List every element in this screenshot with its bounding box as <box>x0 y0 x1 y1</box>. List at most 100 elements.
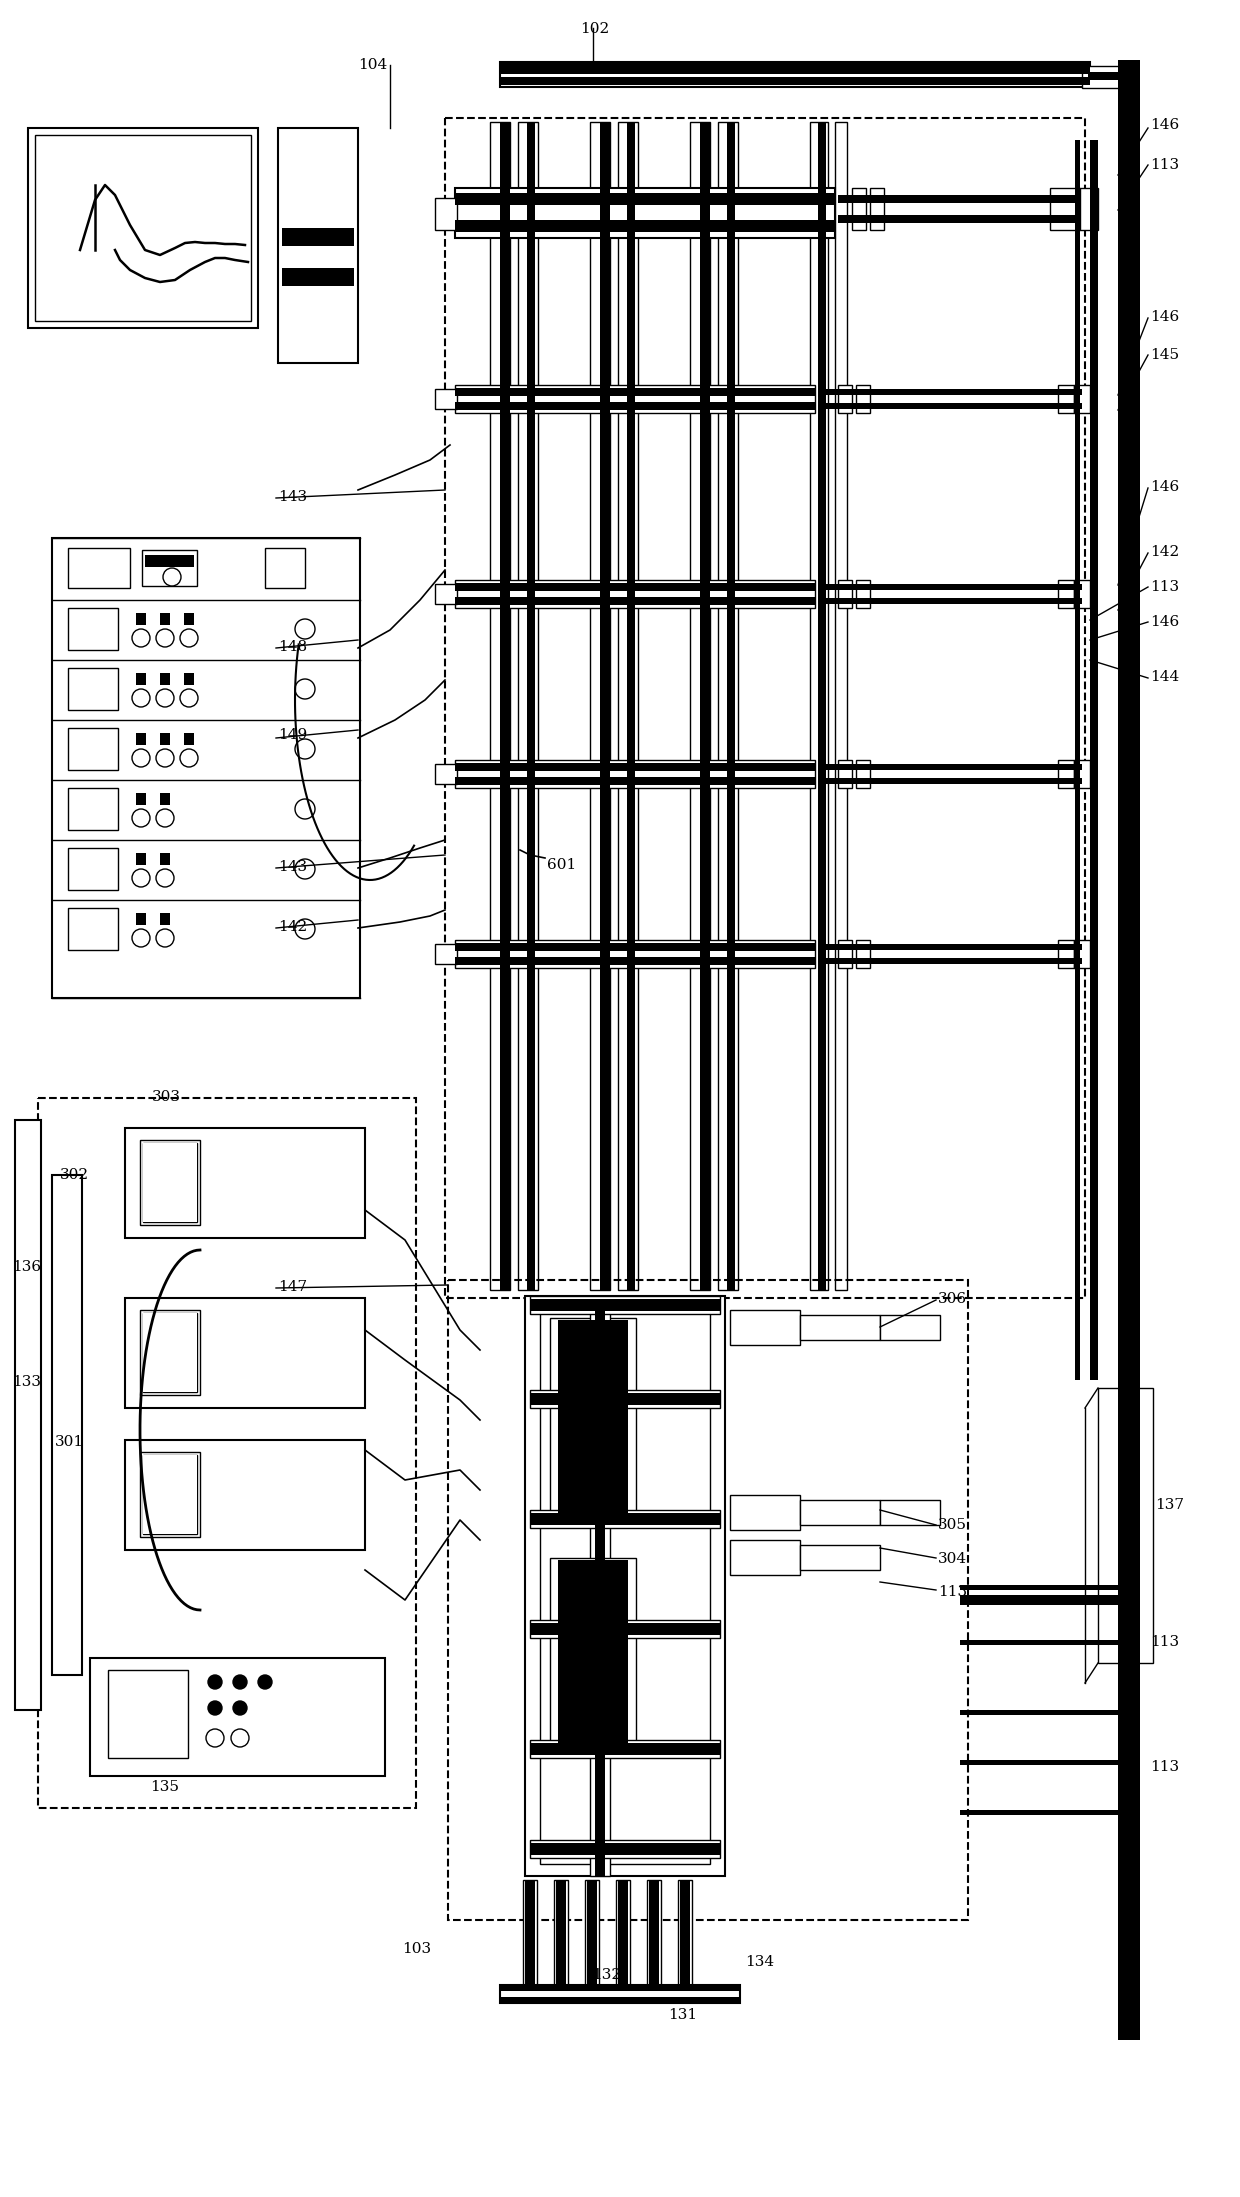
Bar <box>880 1316 940 1340</box>
Bar <box>818 598 1083 604</box>
Bar <box>960 1709 1120 1716</box>
Circle shape <box>206 1729 224 1747</box>
Bar <box>184 734 193 745</box>
Bar <box>523 1881 537 1990</box>
Text: 113: 113 <box>1149 1635 1179 1650</box>
Bar <box>1097 1389 1153 1663</box>
Bar <box>160 793 170 804</box>
Bar <box>856 940 870 969</box>
Bar <box>455 389 815 395</box>
Bar <box>800 1501 880 1525</box>
Bar <box>91 1659 384 1775</box>
Bar <box>500 62 1090 75</box>
Circle shape <box>208 1700 222 1716</box>
Bar <box>143 549 197 587</box>
Bar <box>1058 384 1074 413</box>
Bar <box>590 123 610 1290</box>
Bar <box>455 384 815 413</box>
Bar <box>500 1986 740 1990</box>
Circle shape <box>180 749 198 767</box>
Bar <box>529 1514 720 1518</box>
Circle shape <box>258 1674 272 1689</box>
Bar <box>880 1501 940 1525</box>
Bar <box>518 123 538 1290</box>
Bar <box>529 1841 720 1859</box>
Text: 142: 142 <box>278 921 308 934</box>
Bar <box>587 1881 596 1990</box>
Bar <box>852 189 866 231</box>
Bar <box>529 1843 720 1850</box>
Bar <box>500 62 1090 70</box>
Bar <box>1050 189 1080 231</box>
Bar <box>838 215 1078 224</box>
Bar <box>558 1329 627 1505</box>
Bar <box>160 852 170 866</box>
Text: 303: 303 <box>153 1090 181 1105</box>
Bar <box>500 1997 740 2004</box>
Text: 132: 132 <box>591 1969 621 1982</box>
Bar <box>618 1881 627 1990</box>
Text: 104: 104 <box>358 57 387 73</box>
Text: 134: 134 <box>745 1955 774 1969</box>
Circle shape <box>156 929 174 947</box>
Bar <box>1074 384 1090 413</box>
Bar <box>68 789 118 830</box>
Bar <box>529 1391 720 1408</box>
Text: 137: 137 <box>1154 1498 1184 1512</box>
Bar <box>455 582 815 591</box>
Bar <box>554 1881 568 1990</box>
Bar <box>1080 189 1097 231</box>
Bar <box>838 384 852 413</box>
Circle shape <box>156 628 174 646</box>
Bar <box>445 119 1085 1298</box>
Bar <box>143 1314 197 1393</box>
Circle shape <box>131 870 150 888</box>
Bar <box>500 62 1090 88</box>
Bar <box>455 402 815 411</box>
Bar <box>160 613 170 624</box>
Bar <box>590 1301 610 1876</box>
Bar <box>585 1881 599 1990</box>
Bar <box>835 123 847 1290</box>
Bar <box>556 1881 565 1990</box>
Bar <box>810 123 828 1290</box>
Bar <box>143 1142 197 1222</box>
Bar <box>960 1760 1120 1764</box>
Bar <box>435 945 458 964</box>
Text: 149: 149 <box>278 727 308 743</box>
Bar <box>455 958 815 964</box>
Bar <box>140 1140 200 1226</box>
Bar <box>455 940 815 969</box>
Bar <box>281 228 353 246</box>
Bar <box>68 609 118 650</box>
Bar <box>68 907 118 949</box>
Bar <box>529 1399 720 1406</box>
Bar <box>600 123 610 1290</box>
Bar <box>125 1127 365 1237</box>
Bar <box>529 1393 720 1399</box>
Bar <box>125 1439 365 1551</box>
Circle shape <box>295 800 315 819</box>
Bar <box>143 1314 197 1393</box>
Circle shape <box>156 808 174 826</box>
Bar <box>455 762 815 771</box>
Bar <box>160 914 170 925</box>
Bar <box>680 1881 689 1990</box>
Bar <box>616 1881 630 1990</box>
Bar <box>143 1454 197 1534</box>
Text: 145: 145 <box>1149 347 1179 363</box>
Bar <box>529 1296 720 1314</box>
Circle shape <box>295 679 315 699</box>
Circle shape <box>295 859 315 879</box>
Bar <box>551 1318 636 1518</box>
Bar <box>29 127 258 327</box>
Bar <box>455 189 835 237</box>
Circle shape <box>131 690 150 707</box>
Bar <box>818 765 1083 769</box>
Text: 144: 144 <box>1149 670 1179 683</box>
Bar <box>730 1540 800 1575</box>
Bar <box>856 760 870 789</box>
Bar <box>136 793 146 804</box>
Bar <box>500 123 510 1290</box>
Bar <box>529 1749 720 1755</box>
